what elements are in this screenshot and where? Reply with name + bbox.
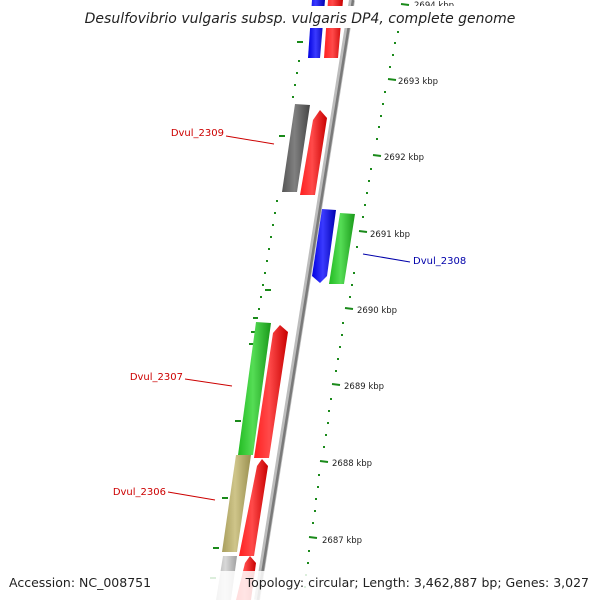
genome-backbone: [254, 0, 355, 600]
gene-label-dvul-2306[interactable]: Dvul_2306: [113, 487, 166, 498]
gene-red-2306[interactable]: [239, 459, 268, 556]
gene-green-2308[interactable]: [329, 213, 355, 284]
leader-line-dvul-2308: [362, 253, 411, 263]
gene-blue-2308[interactable]: [312, 209, 336, 283]
gene-red-2307[interactable]: [254, 325, 288, 458]
scale-label: 2693 kbp: [398, 77, 438, 87]
scale-label: 2691 kbp: [370, 230, 410, 240]
gene-grey-2309[interactable]: [282, 104, 310, 192]
footer-backdrop: [0, 571, 600, 600]
scale-label: 2687 kbp: [322, 536, 362, 546]
scale-label: 2692 kbp: [384, 153, 424, 163]
scale-label: 2688 kbp: [332, 459, 372, 469]
leader-line-dvul-2306: [167, 491, 216, 501]
scale-label: 2690 kbp: [357, 306, 397, 316]
gene-red-2309[interactable]: [300, 110, 327, 195]
scale-dots-outer: [304, 31, 399, 588]
gene-green-2307[interactable]: [238, 322, 271, 455]
topology-text: Topology: circular; Length: 3,462,887 bp…: [245, 575, 589, 590]
gene-label-dvul-2309[interactable]: Dvul_2309: [171, 128, 224, 139]
leader-line-dvul-2309: [225, 135, 275, 145]
accession-text: Accession: NC_008751: [9, 575, 151, 590]
scale-label: 2689 kbp: [344, 382, 384, 392]
map-title: Desulfovibrio vulgaris subsp. vulgaris D…: [85, 11, 516, 27]
gene-label-dvul-2307[interactable]: Dvul_2307: [130, 372, 183, 383]
gene-label-dvul-2308[interactable]: Dvul_2308: [413, 256, 466, 267]
leader-line-dvul-2307: [184, 378, 233, 387]
gene-khaki-2306[interactable]: [222, 455, 251, 552]
scale-dots-inner: [258, 60, 300, 310]
title-backdrop: [86, 6, 514, 28]
scale-ticks-outer: [308, 3, 410, 539]
